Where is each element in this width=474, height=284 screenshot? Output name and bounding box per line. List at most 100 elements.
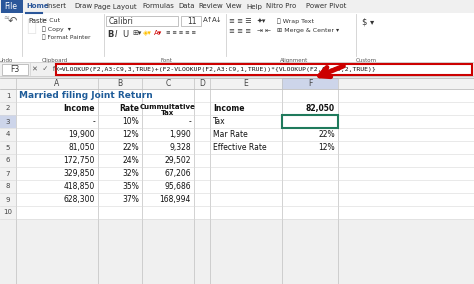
Text: -: -	[188, 117, 191, 126]
Text: 35%: 35%	[122, 182, 139, 191]
Bar	[282, 115, 338, 128]
Text: ≡ ≡ ☰: ≡ ≡ ☰	[229, 18, 252, 24]
Text: ⊞▾: ⊞▾	[132, 30, 141, 36]
Bar	[0, 206, 16, 219]
Text: Clipboard: Clipboard	[42, 58, 68, 63]
Text: 22%: 22%	[319, 130, 335, 139]
Text: B: B	[118, 79, 123, 88]
Text: ✦▾: ✦▾	[257, 18, 266, 24]
Bar	[0, 115, 16, 128]
Text: 9,328: 9,328	[169, 143, 191, 152]
Bar	[0, 62, 474, 76]
Text: Paste: Paste	[28, 18, 46, 24]
Text: I: I	[115, 30, 118, 39]
Bar	[0, 76, 474, 78]
Text: 418,850: 418,850	[64, 182, 95, 191]
Text: ≡ ≡ ≡ ≡ ≡: ≡ ≡ ≡ ≡ ≡	[166, 30, 196, 35]
Text: U: U	[122, 30, 128, 39]
Text: 81,050: 81,050	[69, 143, 95, 152]
Bar	[0, 206, 474, 219]
Text: ≈: ≈	[3, 15, 9, 21]
Text: 1: 1	[6, 93, 10, 99]
Text: Help: Help	[246, 3, 262, 9]
Text: 67,206: 67,206	[164, 169, 191, 178]
Text: ↶: ↶	[8, 16, 18, 26]
Bar	[0, 180, 474, 193]
Text: 29,502: 29,502	[164, 156, 191, 165]
Text: Custom: Custom	[356, 58, 376, 63]
Text: A↑: A↑	[203, 17, 214, 23]
Bar	[0, 128, 16, 141]
Text: Insert: Insert	[46, 3, 66, 9]
Text: 329,850: 329,850	[64, 169, 95, 178]
Bar	[0, 115, 474, 128]
Text: 1,990: 1,990	[169, 130, 191, 139]
Text: Rate: Rate	[119, 104, 139, 113]
Text: 10: 10	[3, 210, 12, 216]
Bar	[0, 141, 474, 154]
Text: A↓: A↓	[212, 17, 223, 23]
Bar	[56, 64, 472, 74]
Bar	[282, 78, 338, 89]
Bar	[0, 78, 474, 89]
Bar	[0, 89, 474, 102]
Text: Calibri: Calibri	[109, 16, 134, 26]
Text: ⬜: ⬜	[26, 17, 36, 35]
Text: 172,750: 172,750	[64, 156, 95, 165]
Text: 11: 11	[187, 16, 197, 26]
Text: 24%: 24%	[122, 156, 139, 165]
Text: -: -	[92, 117, 95, 126]
Text: 19,900: 19,900	[68, 130, 95, 139]
Bar	[0, 193, 474, 206]
Text: =VLOOKUP(F2,A3:C9,3,TRUE)+(F2-VLOOKUP(F2,A3:C9,1,TRUE))*{VLOOKUP(F2,A3:C9,2,TRUE: =VLOOKUP(F2,A3:C9,3,TRUE)+(F2-VLOOKUP(F2…	[59, 66, 377, 72]
Text: 10%: 10%	[122, 117, 139, 126]
Text: Undo: Undo	[0, 58, 13, 63]
Text: ⬛ Copy  ▾: ⬛ Copy ▾	[42, 26, 71, 32]
Text: Income: Income	[213, 104, 245, 113]
Text: Nitro Pro: Nitro Pro	[266, 3, 296, 9]
Text: D: D	[199, 79, 205, 88]
Text: 628,300: 628,300	[64, 195, 95, 204]
Text: Effective Rate: Effective Rate	[213, 143, 266, 152]
Text: 95,686: 95,686	[164, 182, 191, 191]
Bar	[0, 154, 474, 167]
Text: 6: 6	[6, 158, 10, 164]
Text: 12%: 12%	[319, 143, 335, 152]
Text: Home: Home	[26, 3, 49, 9]
Text: Data: Data	[178, 3, 194, 9]
Text: E: E	[244, 79, 248, 88]
Bar	[0, 102, 474, 115]
Text: 9,548: 9,548	[313, 117, 335, 126]
Text: F3: F3	[10, 64, 19, 74]
Text: Power Pivot: Power Pivot	[306, 3, 346, 9]
Text: Tax: Tax	[161, 110, 174, 116]
Text: 2: 2	[6, 105, 10, 112]
Bar	[0, 154, 16, 167]
Text: 4: 4	[6, 131, 10, 137]
Text: View: View	[226, 3, 243, 9]
Text: Cummultative: Cummultative	[140, 104, 196, 110]
Text: 5: 5	[6, 145, 10, 151]
Text: 🔄 Wrap Text: 🔄 Wrap Text	[277, 18, 314, 24]
Text: Alignment: Alignment	[280, 58, 308, 63]
Bar	[181, 16, 201, 26]
Text: Review: Review	[198, 3, 223, 9]
Bar	[0, 13, 474, 62]
Text: 22%: 22%	[122, 143, 139, 152]
Text: Font: Font	[160, 58, 172, 63]
Text: A: A	[55, 79, 60, 88]
Bar	[0, 102, 16, 115]
Text: 🖌 Format Painter: 🖌 Format Painter	[42, 34, 91, 39]
Text: 32%: 32%	[122, 169, 139, 178]
Text: F: F	[308, 79, 312, 88]
Text: 7: 7	[6, 170, 10, 176]
Text: Married filing Joint Return: Married filing Joint Return	[19, 91, 153, 100]
Bar	[2, 64, 28, 74]
Text: Page Layout: Page Layout	[94, 3, 137, 9]
Bar	[1, 0, 23, 13]
Text: 12%: 12%	[122, 130, 139, 139]
Text: ◈▾: ◈▾	[143, 30, 152, 36]
Text: ⇥ ⇤: ⇥ ⇤	[257, 28, 271, 34]
Bar	[0, 141, 16, 154]
Text: ⊞ Merge & Center ▾: ⊞ Merge & Center ▾	[277, 28, 339, 33]
